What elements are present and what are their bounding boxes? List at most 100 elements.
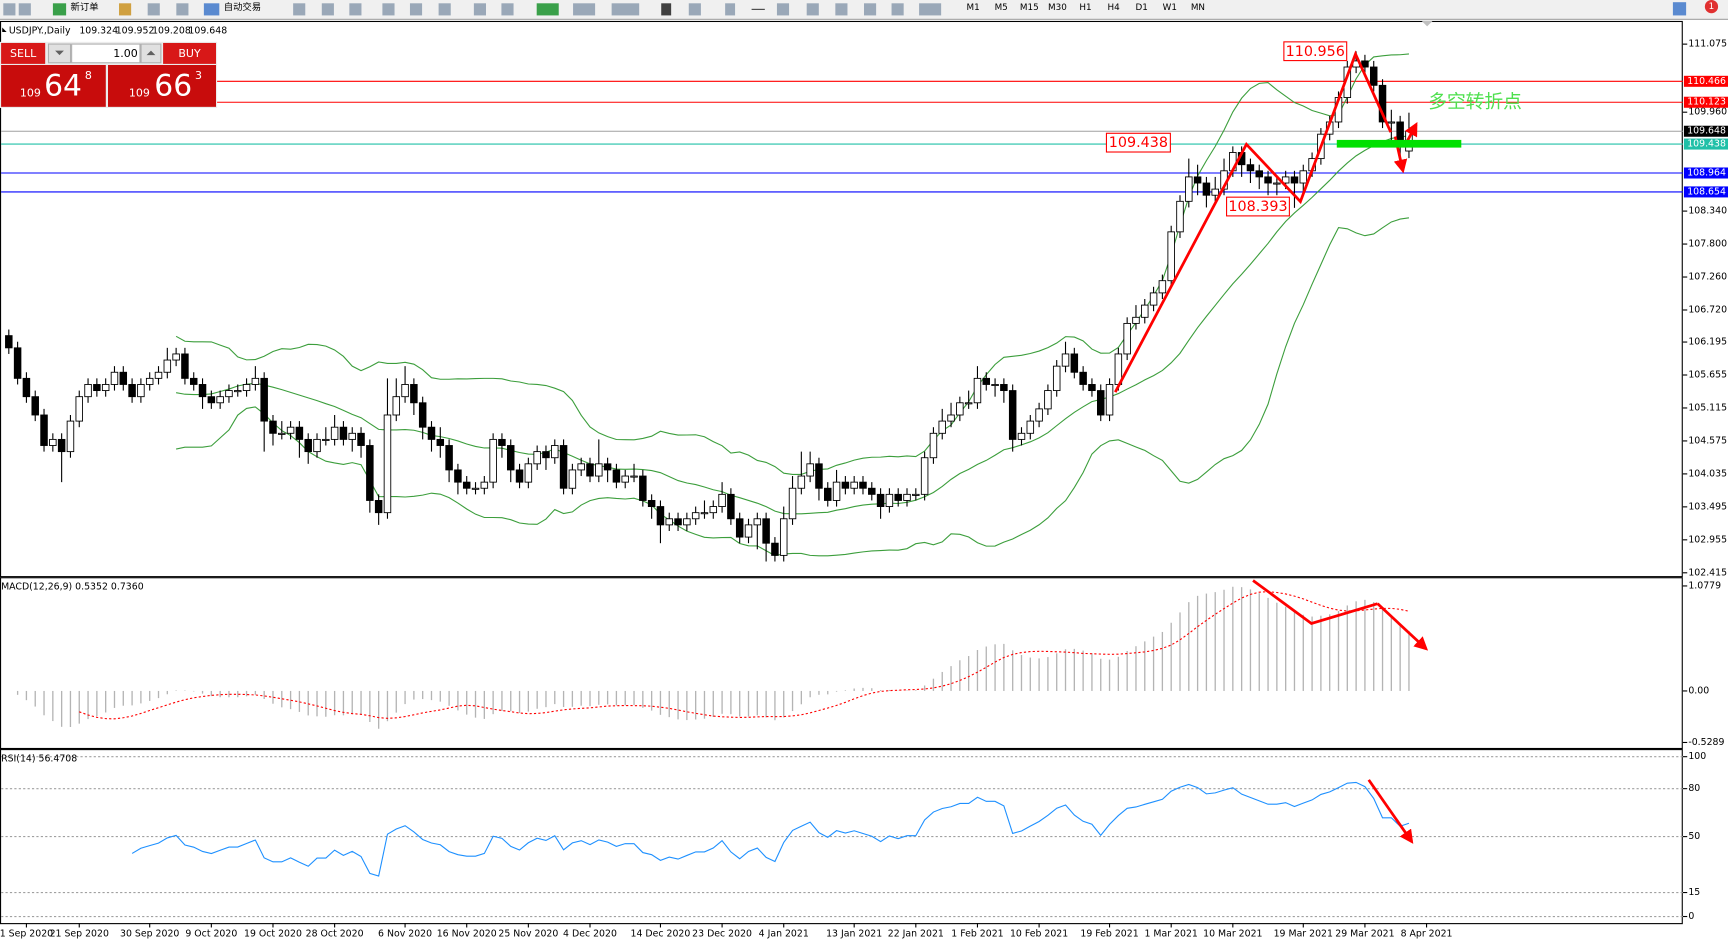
candle-body [991,384,999,387]
y-tick-label: 0.00 [1688,685,1709,696]
candle-body [1211,188,1219,196]
icon[interactable] [321,3,334,16]
candle-body [1202,182,1211,196]
buy-label[interactable]: BUY [178,47,201,60]
macd-panel-frame [0,577,1683,750]
lot-value[interactable]: 1.00 [113,47,138,60]
candle-body [295,426,304,440]
icon[interactable] [776,3,790,16]
icon[interactable] [835,3,848,16]
timeframe-button[interactable]: MN [1191,3,1205,13]
icon[interactable] [473,3,486,16]
icon[interactable] [119,3,132,16]
icon[interactable] [806,3,819,16]
sell-label[interactable]: SELL [10,47,37,60]
candle-body [595,463,603,477]
icon[interactable] [688,3,701,16]
notification-badge[interactable] [1704,0,1719,14]
timeframe-button[interactable]: D1 [1136,3,1148,13]
timeframe-button[interactable]: M15 [1020,3,1039,13]
level-annotation: 109.438 [1109,135,1168,151]
search-icon[interactable] [1672,2,1687,16]
candle-body [260,377,268,422]
candle-body [22,377,31,398]
candle-body [480,481,489,489]
icon[interactable] [382,3,395,16]
candle-body [779,518,788,556]
icon[interactable] [3,3,16,16]
candle-body [1246,164,1255,172]
icon[interactable] [293,3,306,16]
icon[interactable] [147,3,160,16]
candle-body [639,475,647,501]
candle-body [181,353,189,379]
candle-body [1026,420,1035,434]
lot-input[interactable] [71,43,141,64]
macd-zigzag [1252,579,1378,625]
timeframe-button[interactable]: M5 [995,3,1008,13]
timeframe-button[interactable]: H4 [1108,3,1121,13]
new-order-button[interactable]: 新订单 [71,1,99,13]
x-tick-label: 13 Jan 2021 [826,929,882,940]
icon[interactable] [409,3,423,16]
icon[interactable] [751,8,765,10]
candle-body [885,493,894,508]
icon[interactable] [176,3,189,16]
candle-body [93,384,101,392]
price-zigzag [1114,50,1393,393]
x-tick-label: 29 Mar 2021 [1335,929,1394,940]
x-tick-label: 4 Dec 2020 [563,929,617,940]
candle-body [145,377,154,385]
main-panel-frame [0,20,1683,578]
candle-body [1088,384,1096,392]
timeframe-button[interactable]: W1 [1163,3,1177,13]
price-level-tag [1683,167,1728,179]
candle-body [401,384,409,398]
icon[interactable] [536,3,559,16]
icon[interactable] [611,3,640,16]
candle-body [647,500,656,508]
auto-trading-button[interactable]: 自动交易 [224,1,261,13]
new-order-icon[interactable] [52,3,67,16]
icon[interactable] [891,3,904,16]
bid-fraction: 8 [85,69,92,82]
candle-body [665,518,673,526]
candle-body [691,512,700,520]
candle-body [1008,390,1017,440]
x-tick-label: 23 Dec 2020 [692,929,752,940]
candle-body [1132,316,1140,324]
icon[interactable] [661,3,672,16]
candle-body [1176,200,1184,233]
candle-body [744,524,753,538]
buy-button[interactable] [163,42,216,64]
icon[interactable] [501,3,514,16]
rsi-arrow [1367,779,1414,844]
timeframe-button[interactable]: H1 [1079,3,1091,13]
bid-box[interactable] [1,64,106,107]
icon[interactable] [349,3,362,16]
sell-button[interactable] [1,42,46,64]
bid-label: 109.648 [1687,126,1726,137]
y-tick-label: 106.195 [1688,337,1727,348]
candle-body [383,414,392,514]
ask-box[interactable] [108,64,216,107]
price-level-tag [1683,186,1728,198]
icon[interactable] [438,3,451,16]
candle-body [436,438,445,446]
auto-trading-icon[interactable] [203,3,220,16]
candle-body [154,371,163,379]
timeframe-button[interactable]: M1 [967,3,980,13]
y-tick-label: 103.495 [1688,501,1727,512]
icon[interactable] [573,3,596,16]
candle-body [84,384,92,398]
x-tick-label: 1 Mar 2021 [1144,929,1197,940]
icon[interactable] [18,3,31,16]
candle-body [128,384,136,398]
icon[interactable] [725,3,736,16]
icon[interactable] [919,3,942,16]
candle-body [1149,292,1158,306]
icon[interactable] [864,3,877,16]
timeframe-button[interactable]: M30 [1048,3,1067,13]
candle-body [832,481,841,501]
